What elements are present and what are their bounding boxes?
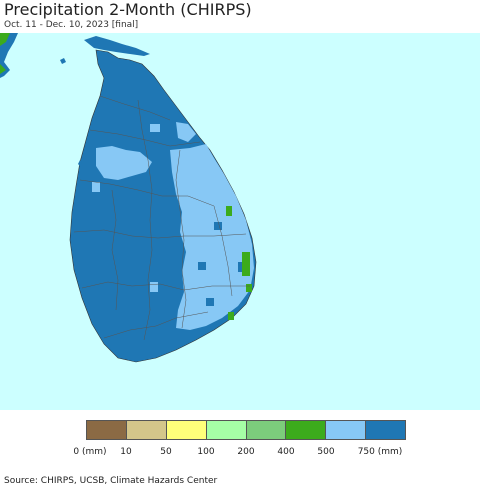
legend-label: 200 (237, 447, 255, 457)
jaffna-peninsula (84, 36, 150, 56)
legend-swatch-1 (126, 421, 167, 439)
district-boundaries (73, 95, 250, 341)
legend-label: 10 (120, 447, 132, 457)
legend-labels: 0 (mm) 10 50 100 200 400 500 750 (mm) (0, 447, 480, 461)
legend-swatch-5 (286, 421, 327, 439)
map-subtitle: Oct. 11 - Dec. 10, 2023 [final] (4, 20, 139, 30)
legend-swatch-3 (206, 421, 247, 439)
india-coast-green (0, 33, 10, 46)
east-light-region (170, 144, 254, 330)
legend-swatch-0 (87, 421, 127, 439)
legend-swatch-2 (166, 421, 207, 439)
legend-swatch-7 (366, 421, 405, 439)
map-title: Precipitation 2-Month (CHIRPS) (4, 0, 252, 19)
legend-label: 0 (mm) (73, 447, 107, 457)
green-patch (242, 252, 250, 276)
india-coast (0, 33, 18, 78)
legend-swatch-6 (326, 421, 367, 439)
legend-swatch-4 (246, 421, 287, 439)
legend-label: 400 (277, 447, 295, 457)
legend-label: 500 (317, 447, 335, 457)
legend-colorbar (86, 420, 406, 440)
legend-label: 100 (197, 447, 215, 457)
legend-label: 50 (160, 447, 172, 457)
source-credit: Source: CHIRPS, UCSB, Climate Hazards Ce… (4, 476, 218, 486)
precipitation-map (0, 33, 480, 410)
legend-label: 750 (mm) (357, 447, 403, 457)
west-light-patch (96, 146, 152, 180)
